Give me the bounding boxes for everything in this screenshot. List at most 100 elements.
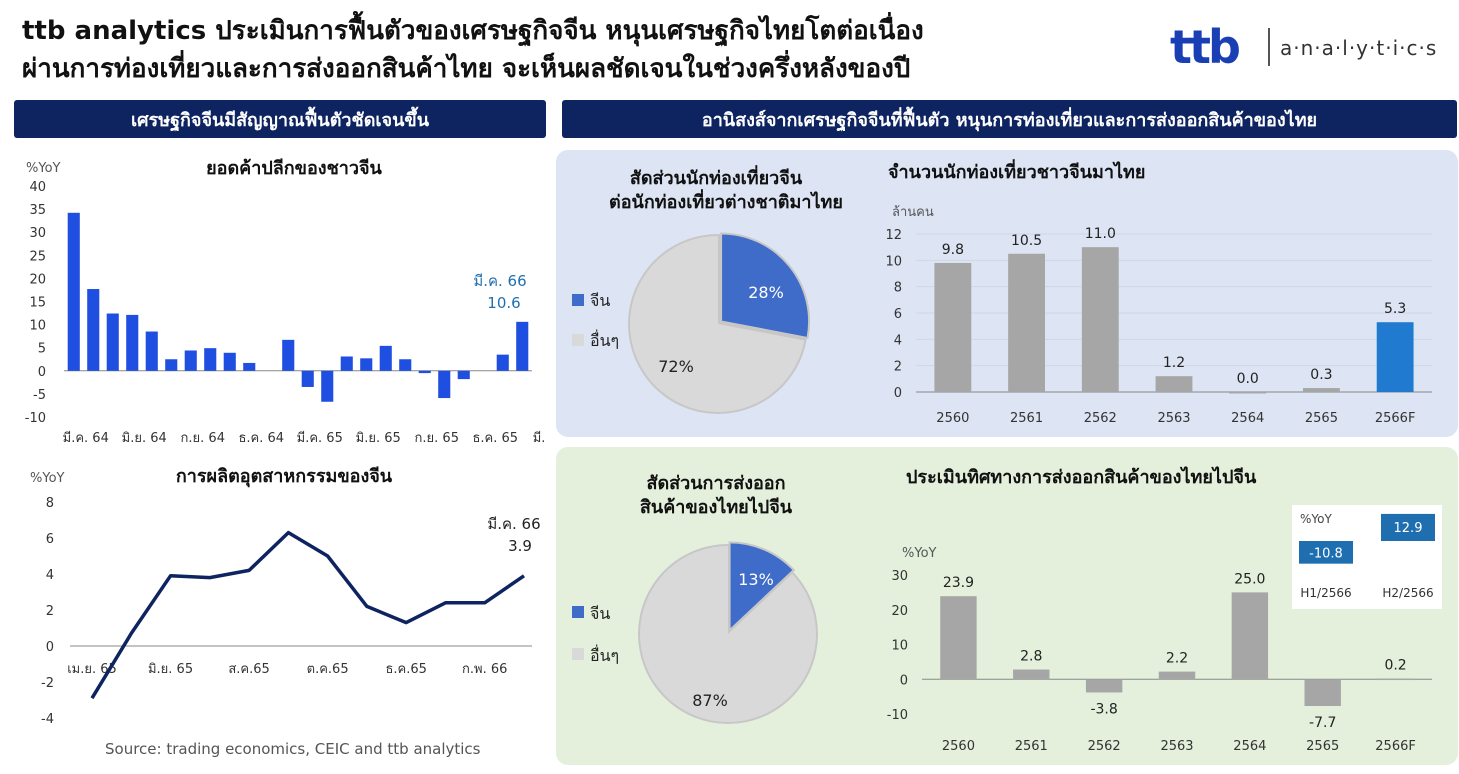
x-tick-label: มิ.ย. 64 [122,431,167,446]
retail-chart-unit: %YoY [26,161,61,176]
export-pie-title-1: สัดส่วนการส่งออก [646,473,785,494]
x-tick-label: 2563 [1160,739,1193,754]
ip-chart-unit: %YoY [30,471,65,486]
section-header-right: อานิสงส์จากเศรษฐกิจจีนที่ฟื้นตัว หนุนการ… [562,100,1457,138]
retail-bar [360,358,373,371]
bar-value-label: 23.9 [943,575,974,591]
y-tick-label: 30 [29,226,46,241]
y-tick-label: 6 [46,532,54,547]
retail-bar [379,345,392,371]
x-tick-label: มิ.ย. 65 [148,662,193,677]
y-tick-label: 0 [38,365,46,380]
inset-x-label: H1/2566 [1300,586,1351,600]
ip-annotation-label: มี.ค. 66 [487,515,540,533]
y-tick-label: 0 [900,673,908,688]
data-bar [1081,247,1119,392]
y-tick-label: 10 [885,254,902,269]
retail-bar [87,289,100,371]
bar-value-label: 0.0 [1237,371,1259,387]
tourist-legend-others: อื่นๆ [590,329,619,350]
bar-value-label: 0.3 [1310,367,1332,383]
data-bar [1229,392,1267,394]
legend-swatch-others [572,648,584,660]
tourist-legend-china: จีน [590,291,610,310]
data-bar [934,262,972,392]
bar-value-label: 9.8 [942,242,964,258]
tourist-pie-title-2: ต่อนักท่องเที่ยวต่างชาติมาไทย [609,189,843,213]
export-chart-unit: %YoY [902,546,937,561]
retail-bar [438,370,451,399]
logo-divider [1268,28,1270,66]
data-bar [1155,376,1193,392]
y-tick-label: -10 [887,708,908,723]
bar-value-label: 0.2 [1384,658,1406,674]
logo-text: a·n·a·l·y·t·i·c·s [1280,36,1438,60]
x-tick-label: มี.ค.66 [533,430,546,446]
retail-sales-chart: ยอดค้าปลีกของชาวจีน %YoY 40 35 30 25 20 15 10 5… [25,158,546,446]
pie-slice [720,232,811,340]
retail-bar [516,321,529,371]
source-note: Source: trading economics, CEIC and ttb … [105,740,481,758]
y-tick-label: 0 [46,640,54,655]
y-tick-label: 6 [894,307,902,322]
retail-bar [321,370,334,402]
pie-slice [630,236,805,412]
y-tick-label: 4 [46,568,54,583]
data-bar [1377,678,1414,681]
pie-slice-label: 72% [658,357,694,376]
y-tick-label: 20 [891,604,908,619]
bar-value-label: -3.8 [1090,701,1117,717]
y-tick-label: 20 [29,272,46,287]
arrivals-bars: 9.8 2560 10.5 2561 11.0 2562 1.2 2563 0.0 2564 0.3… [934,226,1415,426]
retail-bar [282,339,295,371]
x-tick-label: 2565 [1305,411,1338,426]
pie-slice [728,541,796,633]
ttb-logo-mark: ttb [1170,20,1241,74]
data-bar [1085,679,1123,693]
retail-bar [223,352,236,371]
title-line-2: ผ่านการท่องเที่ยวและการส่งออกสินค้าไทย จ… [22,54,911,84]
y-tick-label: 25 [29,249,46,264]
x-tick-label: 2561 [1015,739,1048,754]
y-tick-label: -5 [33,388,46,403]
retail-bar [399,359,412,371]
x-tick-label: ธ.ค.65 [385,662,426,677]
retail-y-axis: 40 35 30 25 20 15 10 5 0 -5 -10 [25,180,532,426]
y-tick-label: 12 [885,228,902,243]
x-tick-label: 2560 [936,411,969,426]
y-tick-label: 8 [894,281,902,296]
x-tick-label: ก.ย. 64 [181,431,225,446]
ip-line [90,530,525,700]
y-tick-label: 4 [894,333,902,348]
pie-slice-label: 13% [738,570,774,589]
inset-unit: %YoY [1300,512,1332,526]
ip-annotation-value: 3.9 [508,537,532,555]
legend-swatch-china [572,606,584,618]
retail-bar [184,350,197,371]
retail-bar [204,348,217,371]
x-tick-label: ธ.ค. 64 [238,431,284,446]
x-tick-label: 2560 [942,739,975,754]
bar-value-label: -7.7 [1309,715,1336,731]
retail-bar [165,359,178,371]
data-bar [1303,388,1340,392]
bar-value-label: 5.3 [1384,301,1406,317]
y-tick-label: 30 [891,569,908,584]
export-pie: 13% 87% [638,541,818,724]
x-tick-label: 2564 [1231,411,1264,426]
arrivals-chart-unit: ล้านคน [892,205,934,220]
tourist-arrivals-chart: จำนวนนักท่องเที่ยวชาวจีนมาไทย ล้านคน 12 1… [885,159,1432,426]
tourist-pie: 28% 72% [628,232,811,414]
industrial-production-chart: การผลิตอุตสาหกรรมของจีน %YoY 8 6 4 2 0 -2 -4 เ… [30,466,541,727]
x-tick-label: เม.ย. 65 [67,662,117,677]
ip-series-line [90,530,525,700]
export-pie-title-2: สินค้าของไทยไปจีน [640,496,793,518]
arrivals-chart-title: จำนวนนักท่องเที่ยวชาวจีนมาไทย [888,159,1145,183]
retail-annotation-value: 10.6 [487,294,520,312]
bar-value-label: 10.5 [1011,233,1042,249]
inset-bar [1299,541,1353,564]
x-tick-label: มิ.ย. 65 [356,431,401,446]
y-tick-label: 0 [894,386,902,401]
x-tick-label: 2561 [1010,411,1043,426]
y-tick-label: 10 [29,319,46,334]
